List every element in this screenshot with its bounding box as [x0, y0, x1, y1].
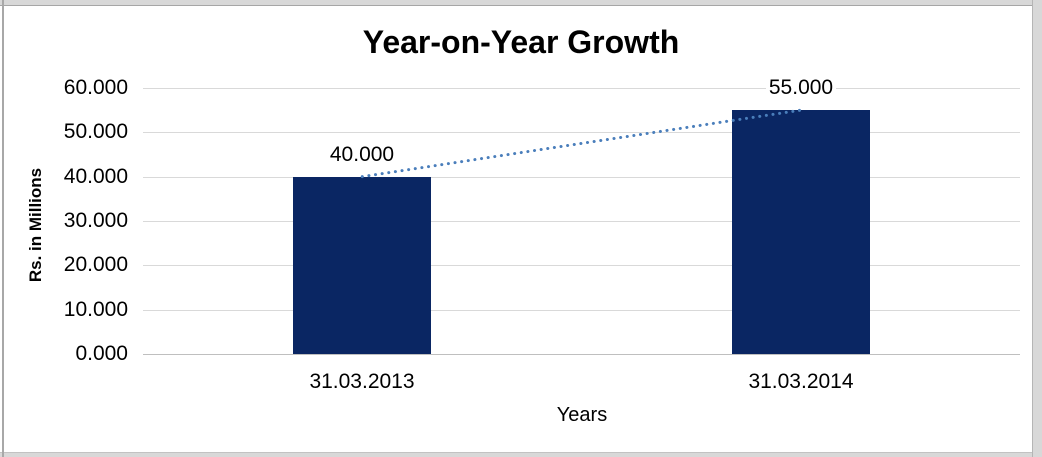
frame-border-bottom [0, 452, 1042, 457]
data-label-text: 40.000 [326, 143, 398, 166]
gridline [143, 132, 1020, 133]
gridline [143, 265, 1020, 266]
y-tick-label: 30.000 [63, 209, 128, 232]
gridline [143, 177, 1020, 178]
gridline [143, 310, 1020, 311]
chart-title: Year-on-Year Growth [362, 24, 680, 60]
trendline [360, 108, 803, 179]
frame-border-left [2, 0, 4, 457]
x-tick-label: 31.03.2013 [309, 370, 415, 393]
x-axis-line [143, 354, 1020, 355]
y-tick-label: 50.000 [63, 120, 128, 143]
x-axis-title: Years [556, 404, 608, 426]
data-label: 40.000 [282, 143, 442, 167]
y-tick-label: 40.000 [63, 165, 128, 188]
data-label: 55.000 [721, 76, 881, 100]
y-tick-label: 10.000 [63, 298, 128, 321]
y-tick-label: 20.000 [63, 253, 128, 276]
bar-31.03.2014 [732, 110, 870, 354]
gridline [143, 221, 1020, 222]
x-tick-label: 31.03.2014 [748, 370, 854, 393]
plot-area: 40.000 55.000 [143, 76, 1020, 355]
bar-31.03.2013 [293, 177, 431, 354]
frame-border-right [1032, 0, 1042, 457]
data-label-text: 55.000 [765, 76, 837, 99]
frame-border-top [0, 0, 1042, 6]
y-tick-label: 60.000 [63, 76, 128, 99]
gridline [143, 88, 1020, 89]
y-tick-label: 0.000 [75, 342, 128, 365]
